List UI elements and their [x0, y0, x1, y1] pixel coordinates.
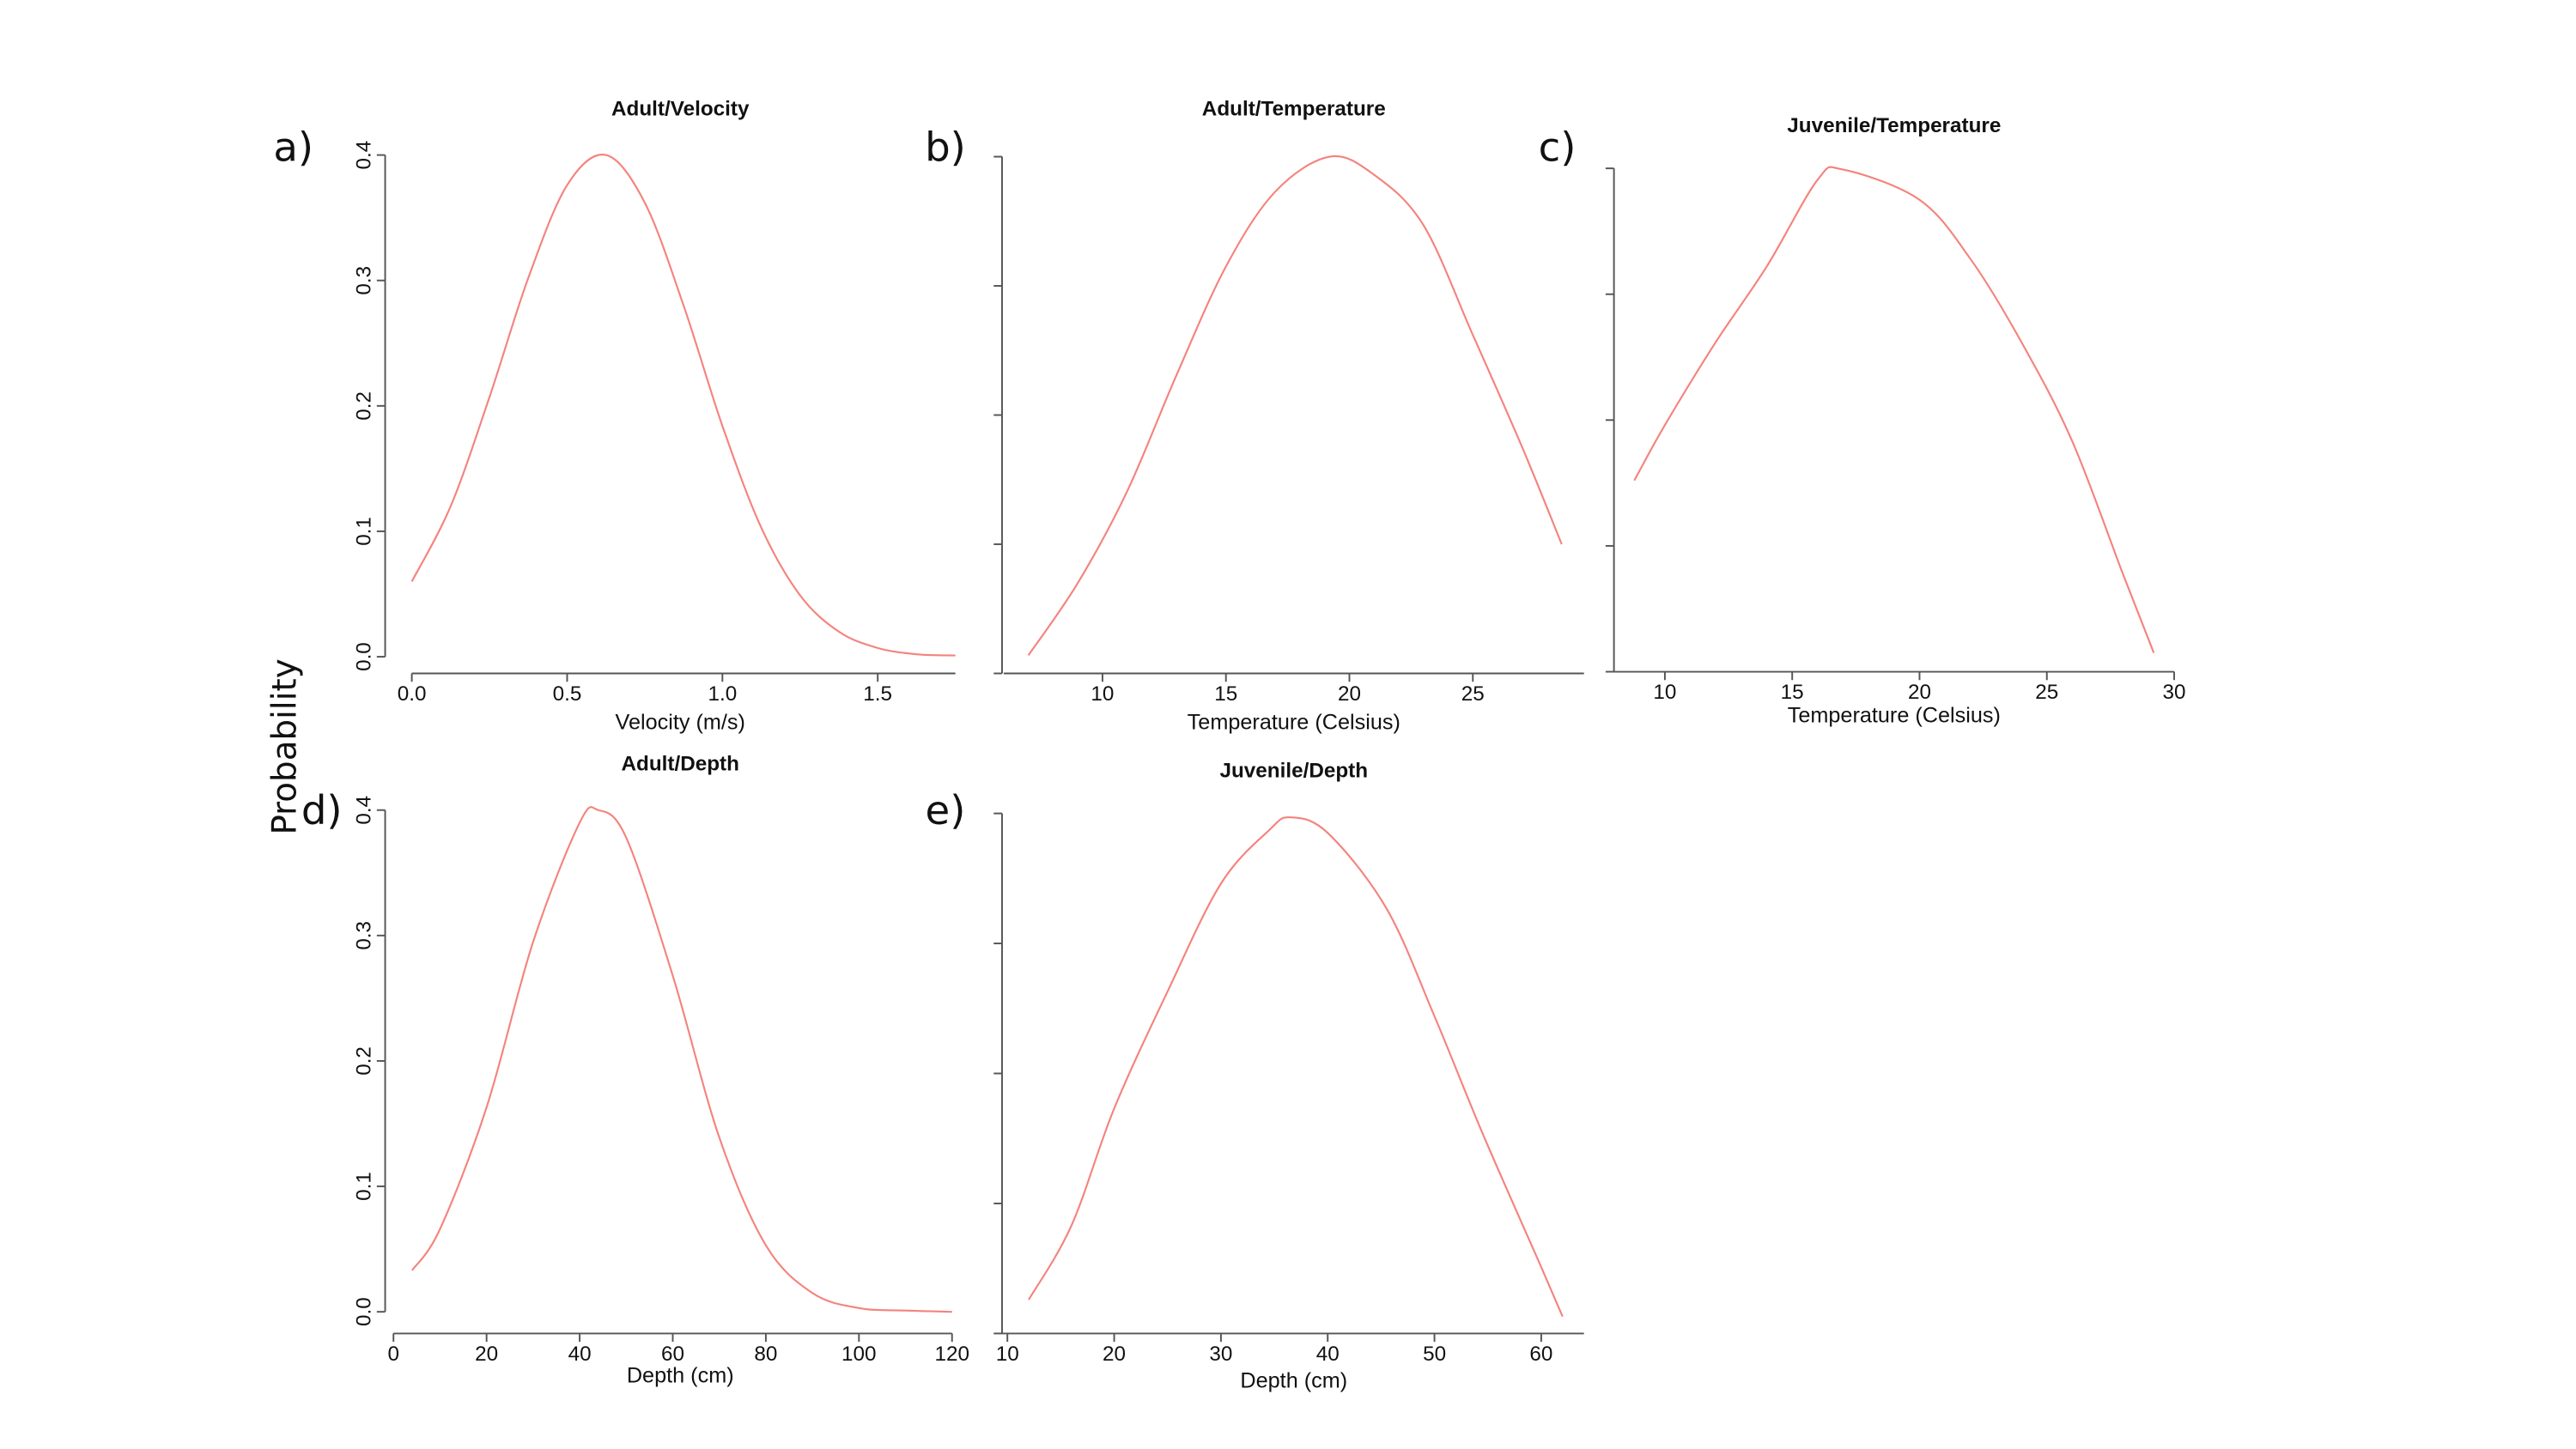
panel-label: d): [301, 787, 343, 834]
panel-label: e): [926, 787, 966, 834]
subplot-title: Adult/Depth: [621, 753, 738, 776]
density-curve: [1028, 816, 1564, 1318]
density-curve: [411, 806, 952, 1313]
y-tick-label: 0.1: [353, 1172, 376, 1201]
y-tick-label: 0.0: [353, 1297, 376, 1326]
density-curve: [1633, 166, 2155, 653]
y-tick-label: 0.0: [353, 642, 376, 671]
x-tick-label: 20: [475, 1343, 498, 1366]
x-tick-label: 50: [1423, 1343, 1446, 1366]
x-axis-label: Depth (cm): [627, 1364, 734, 1388]
panel-label: c): [1539, 124, 1577, 170]
x-axis-label: Temperature (Celsius): [1788, 704, 2001, 728]
x-tick-label: 25: [1461, 682, 1485, 706]
subplot: b) Adult/Temperature Temperature (Celsius)…: [925, 98, 1584, 734]
x-tick-label: 20: [1908, 681, 1931, 704]
y-tick-label: 0.4: [353, 796, 376, 825]
x-tick-label: 1.0: [708, 682, 737, 706]
x-tick-label: 40: [1316, 1343, 1340, 1366]
x-tick-label: 60: [1529, 1343, 1552, 1366]
y-tick-label: 0.4: [353, 141, 376, 170]
subplot-title: Juvenile/Temperature: [1787, 114, 2001, 137]
x-tick-label: 60: [661, 1343, 684, 1366]
x-axis-label: Depth (cm): [1240, 1368, 1347, 1392]
y-tick-label: 0.2: [353, 391, 376, 421]
subplot-title: Adult/Temperature: [1202, 98, 1386, 121]
x-tick-label: 0.0: [398, 682, 427, 706]
subplot: d) Adult/Depth Depth (cm) 0.0 0.1 0.2 0.3 0.4 0 2…: [301, 753, 969, 1388]
y-tick-label: 0.2: [353, 1046, 376, 1076]
panel-label: a): [273, 124, 313, 170]
x-tick-label: 20: [1103, 1343, 1126, 1366]
x-axis-label: Temperature (Celsius): [1188, 710, 1400, 734]
x-tick-label: 10: [1653, 681, 1676, 704]
x-tick-label: 10: [996, 1343, 1019, 1366]
density-curve: [410, 154, 956, 657]
x-tick-label: 100: [841, 1343, 877, 1366]
x-tick-label: 20: [1338, 682, 1361, 706]
subplot-title: Juvenile/Depth: [1219, 759, 1368, 782]
x-tick-label: 30: [1209, 1343, 1232, 1366]
x-tick-label: 0: [388, 1343, 400, 1366]
panel-label: b): [925, 124, 966, 170]
subplot-title: Adult/Velocity: [611, 98, 750, 121]
x-tick-label: 40: [568, 1343, 592, 1366]
x-tick-label: 15: [1781, 681, 1804, 704]
y-tick-label: 0.3: [353, 266, 376, 295]
subplot: c) Juvenile/Temperature Temperature (Celsi…: [1539, 114, 2186, 728]
x-tick-label: 80: [754, 1343, 777, 1366]
y-tick-label: 0.1: [353, 517, 376, 546]
x-tick-label: 0.5: [553, 682, 582, 706]
subplot: a) Adult/Velocity Velocity (m/s) 0.0 0.1 0.2 0…: [273, 98, 956, 734]
x-tick-label: 1.5: [863, 682, 892, 706]
density-curve: [1027, 155, 1563, 657]
x-tick-label: 25: [2035, 681, 2058, 704]
shared-y-label: Probability: [265, 658, 304, 834]
x-axis-label: Velocity (m/s): [616, 710, 745, 734]
x-tick-label: 120: [934, 1343, 969, 1366]
y-tick-label: 0.3: [353, 921, 376, 950]
x-tick-label: 15: [1214, 682, 1237, 706]
subplot: e) Juvenile/Depth Depth (cm) 10 20 30 40 50 60: [926, 759, 1584, 1392]
x-tick-label: 10: [1091, 682, 1114, 706]
x-tick-label: 30: [2163, 681, 2186, 704]
